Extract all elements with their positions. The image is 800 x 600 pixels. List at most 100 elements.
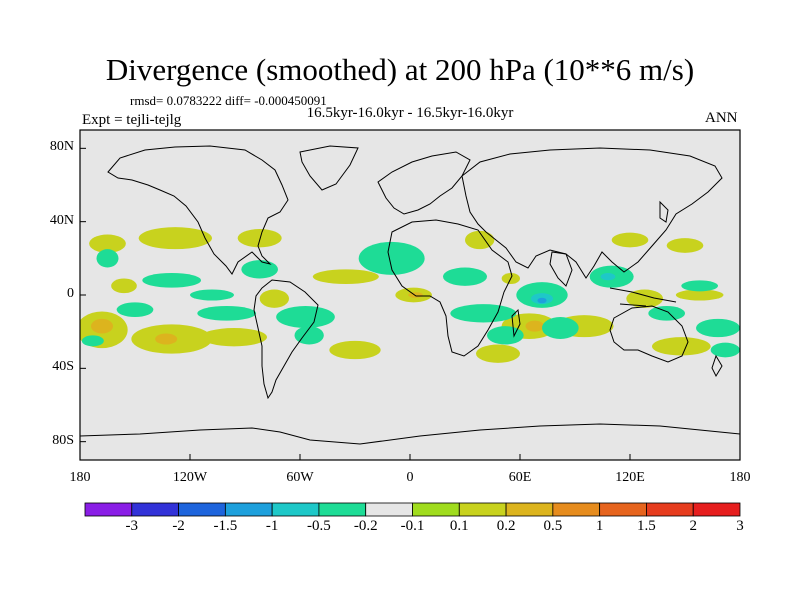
colorbar-swatch-6 [365, 502, 413, 517]
contour-region-26 [142, 273, 202, 288]
colorbar [84, 502, 741, 517]
contour-region-5 [259, 289, 290, 308]
contour-region-27 [190, 289, 234, 301]
colorbar-swatch-4 [271, 502, 320, 517]
contour-region-41 [648, 306, 686, 321]
contour-region-44 [681, 280, 719, 292]
contour-region-30 [241, 260, 278, 279]
colorbar-label-0: -3 [125, 518, 139, 534]
contour-region-0 [675, 289, 724, 301]
contour-region-43 [710, 342, 740, 358]
colorbar-swatch-13 [692, 502, 741, 517]
experiment-label: Expt = tejli-tejlg [82, 112, 182, 128]
contour-region-10 [329, 340, 381, 360]
contour-region-36 [450, 304, 517, 323]
x-tick-label-5: 120E [615, 470, 645, 485]
colorbar-label-4: -0.5 [307, 518, 331, 534]
colorbar-swatch-0 [84, 502, 133, 517]
coastline-new-zealand [711, 354, 723, 378]
colorbar-label-6: -0.1 [400, 518, 425, 534]
contour-region-14 [476, 344, 520, 363]
colorbar-label-11: 1.5 [637, 518, 656, 534]
axis-ticks [79, 147, 741, 460]
contour-region-23 [525, 320, 544, 332]
colorbar-swatch-1 [131, 502, 179, 517]
colorbar-label-7: 0.1 [449, 518, 469, 534]
coastline-asia [461, 147, 723, 279]
y-tick-label-0: 80N [49, 139, 74, 155]
contour-region-3 [138, 227, 212, 250]
contour-region-2 [89, 234, 126, 253]
contour-region-29 [197, 306, 256, 321]
contour-region-17 [611, 232, 649, 248]
contour-region-32 [294, 326, 324, 345]
contour-region-28 [116, 302, 154, 317]
coastline-greenland [299, 145, 359, 191]
coastline-india [549, 251, 573, 287]
contour-region-22 [155, 333, 178, 345]
coastline-australia [609, 305, 689, 363]
coastline-japan [659, 200, 669, 223]
coastline-indonesia [609, 287, 677, 307]
coastline-madagascar [511, 308, 521, 338]
contour-region-6 [201, 328, 267, 347]
colorbar-swatch-7 [412, 502, 460, 517]
x-tick-label-0: 180 [69, 470, 91, 485]
colorbar-label-13: 3 [736, 518, 744, 534]
coastline-europe [377, 151, 471, 215]
y-tick-label-1: 40N [49, 212, 74, 228]
contour-region-35 [443, 267, 487, 286]
contour-region-47 [537, 297, 547, 304]
contour-region-24 [408, 292, 423, 298]
colorbar-swatch-8 [458, 502, 507, 517]
x-tick-label-1: 120W [172, 470, 208, 485]
x-tick-label-4: 60E [508, 470, 532, 485]
colorbar-label-1: -2 [172, 518, 185, 534]
coastlines [80, 145, 740, 445]
colorbar-label-12: 2 [689, 518, 697, 534]
coastline-africa [387, 219, 513, 357]
contour-region-9 [312, 269, 379, 284]
season-label: ANN [705, 110, 738, 126]
colorbar-label-3: -1 [265, 518, 279, 534]
contour-region-25 [96, 249, 119, 268]
contour-region-46 [600, 273, 616, 281]
colorbar-swatch-3 [224, 502, 273, 517]
coastline-north-america [107, 145, 289, 275]
contour-region-20 [626, 289, 664, 308]
colorbar-label-10: 1 [595, 518, 604, 534]
contour-region-21 [91, 318, 113, 334]
contour-region-37 [487, 326, 524, 345]
colorbar-swatch-12 [646, 502, 694, 517]
x-tick-label-3: 0 [406, 470, 414, 485]
colorbar-swatch-2 [178, 502, 226, 517]
contour-region-18 [666, 238, 704, 253]
contour-region-33 [81, 335, 104, 347]
contour-region-1 [111, 278, 137, 294]
colorbar-swatch-5 [318, 502, 367, 517]
contour-fills [80, 227, 740, 363]
contour-region-34 [358, 241, 425, 275]
colorbar-swatch-10 [552, 502, 601, 517]
x-tick-label-2: 60W [286, 470, 314, 485]
colorbar-label-2: -1.5 [213, 518, 238, 534]
y-tick-label-4: 80S [52, 432, 74, 448]
colorbar-swatch-9 [505, 502, 554, 517]
contour-region-19 [465, 230, 495, 250]
colorbar-label-8: 0.2 [496, 518, 516, 534]
contour-region-42 [696, 318, 740, 338]
y-tick-label-2: 0 [67, 286, 74, 301]
contour-region-39 [542, 317, 579, 339]
rmsd-stats: rmsd= 0.0783222 diff= -0.000450091 [130, 93, 327, 108]
coastline-antarctica [80, 423, 740, 445]
colorbar-swatch-11 [599, 502, 647, 517]
colorbar-label-5: -0.2 [353, 518, 378, 534]
x-tick-label-6: 180 [729, 470, 751, 485]
chart-subtitle: 16.5kyr-16.0kyr - 16.5kyr-16.0kyr [306, 105, 514, 121]
y-tick-label-3: 40S [52, 359, 74, 375]
chart-title: Divergence (smoothed) at 200 hPa (10**6 … [105, 52, 695, 87]
contour-region-31 [276, 306, 335, 328]
coastline-south-america [253, 279, 319, 400]
colorbar-label-9: 0.5 [543, 518, 563, 534]
